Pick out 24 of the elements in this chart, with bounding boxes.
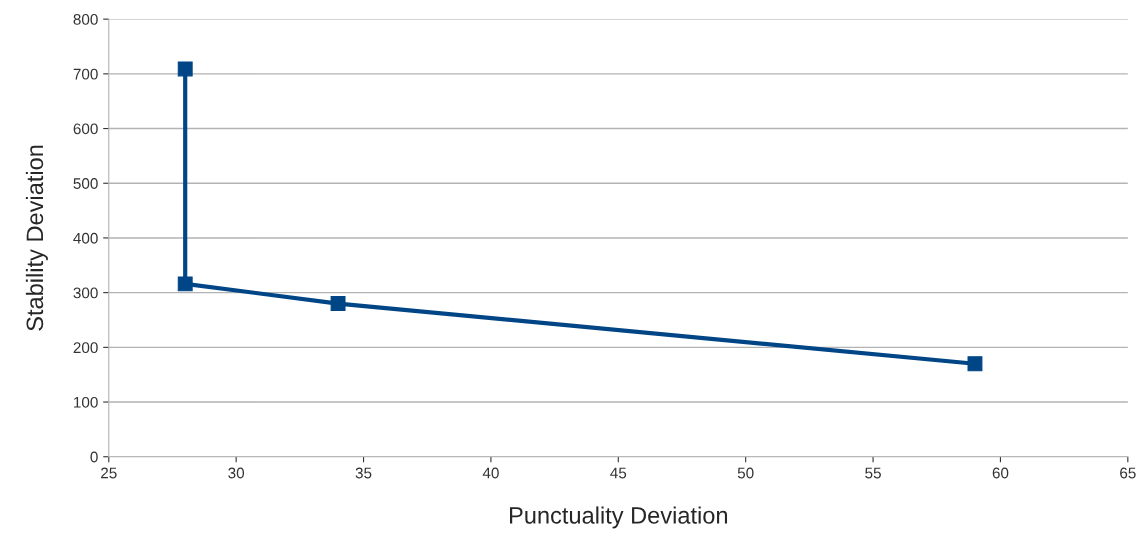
y-tick-label: 600	[73, 123, 98, 135]
y-tick-label: 500	[73, 178, 98, 189]
x-tick-label: 65	[1120, 467, 1136, 479]
point	[177, 61, 193, 77]
y-tick-label: 100	[74, 396, 98, 408]
y-tick-label: 800	[73, 14, 98, 25]
x-tick-label: 30	[228, 467, 245, 479]
x-tick-label: 40	[482, 467, 499, 479]
point	[177, 276, 193, 292]
y-axis-title: Stability Deviation	[25, 145, 48, 331]
point	[330, 296, 346, 312]
y-tick-label: 300	[73, 287, 98, 299]
x-tick-label: 35	[355, 467, 372, 479]
x-axis-title: Punctuality Deviation	[510, 506, 728, 529]
y-tick-label: 700	[73, 68, 98, 80]
y-tick-label: 200	[73, 342, 98, 354]
y-tick-label: 0	[90, 451, 98, 463]
y-tick-label: 400	[73, 232, 98, 244]
x-tick-label: 55	[865, 467, 881, 479]
x-tick-label: 45	[610, 467, 627, 479]
x-tick-label: 25	[101, 467, 117, 479]
x-tick-label: 60	[992, 467, 1009, 479]
x-tick-label: 50	[737, 467, 754, 479]
point	[967, 356, 983, 372]
